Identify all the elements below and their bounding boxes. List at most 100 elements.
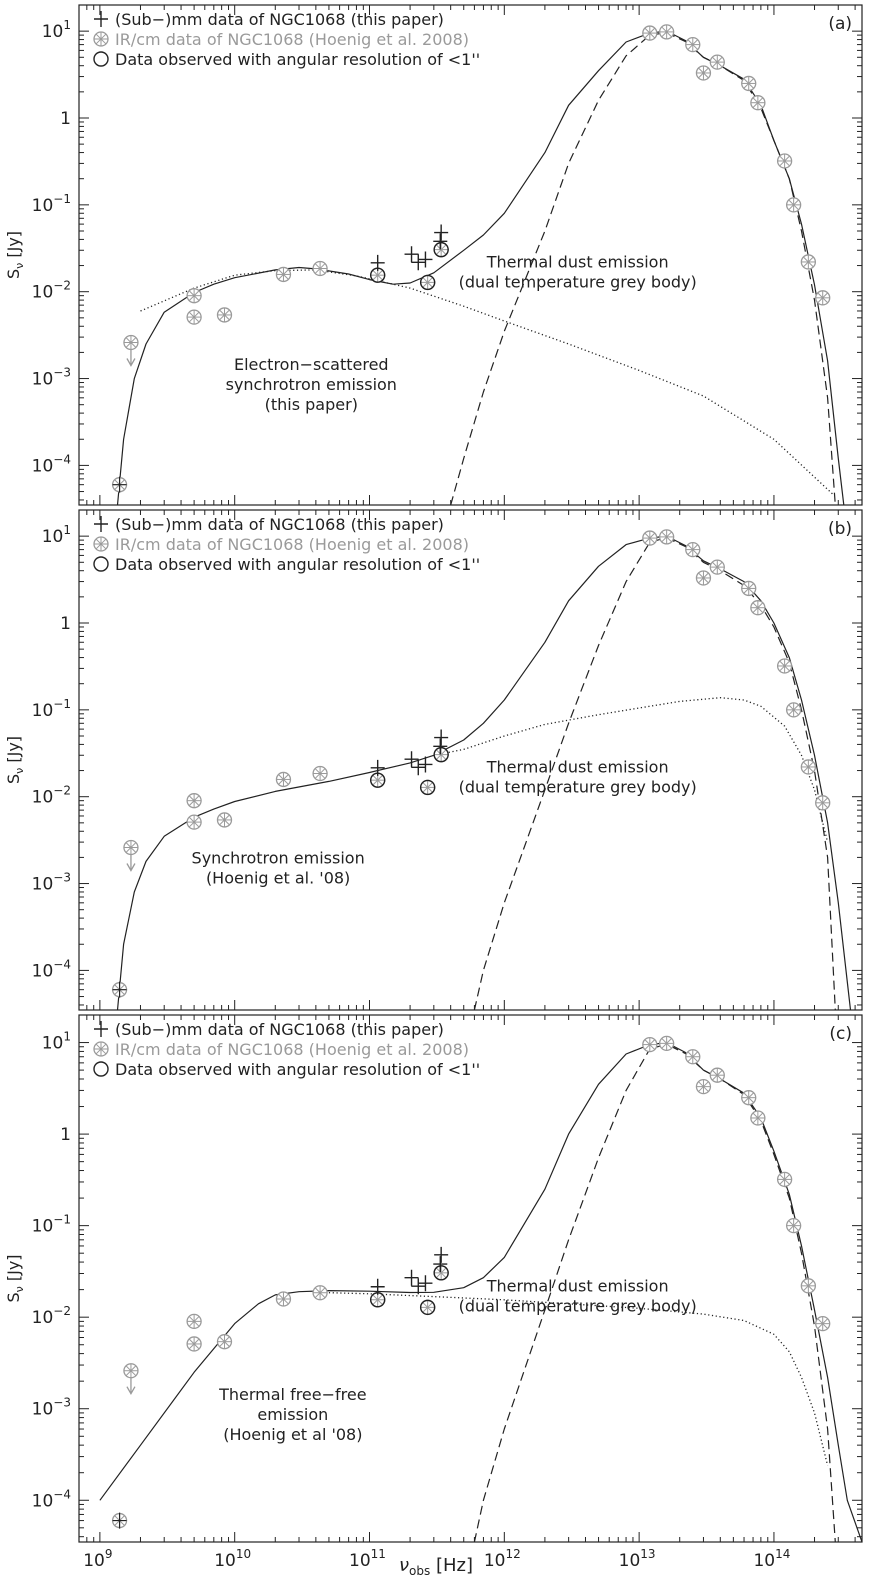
legend-circle-symbol [93,51,109,67]
ir-cm-point [275,1291,292,1307]
y-tick-label: 101 [42,523,71,547]
ir-cm-point [685,36,701,53]
solid-model-curve [116,535,852,1010]
x-tick-label: 1012 [484,1547,521,1571]
legend-label: IR/cm data of NGC1068 (Hoenig et al. 200… [115,30,469,49]
ir-cm-point [312,260,328,277]
resolution-circle-point [419,274,436,291]
marker-spoke [314,263,326,274]
ir-cm-point [800,759,817,775]
marker-spoke [372,1294,383,1306]
solid-model-curve [99,1042,862,1542]
annotation-text: (Hoenig et al '08) [223,1425,362,1444]
ir-cm-point [275,266,292,283]
submm-plus-point [112,1512,127,1529]
marker-spoke [779,660,790,672]
ir-cm-point [275,771,292,788]
ir-cm-point [695,570,712,586]
ir-cm-point [709,559,725,575]
submm-plus-point [433,233,448,250]
y-tick-label: 10−4 [32,452,71,476]
annotation-text: emission [257,1405,328,1424]
ir-cm-point [685,1049,701,1065]
ir-cm-point [186,309,202,325]
upper-limit-arrow-head [126,1386,136,1396]
submm-plus-point [411,254,426,271]
ir-cm-point [216,1334,233,1350]
legend-label: (Sub−)mm data of NGC1068 (this paper) [115,515,444,534]
marker-spoke [698,67,709,79]
y-tick-label: 101 [42,1030,71,1054]
x-tick-label: 1010 [214,1547,251,1571]
ir-cm-point [685,541,701,558]
resolution-circle-point [433,1265,449,1281]
ir-cm-point [642,1036,658,1053]
y-tick-label: 10−2 [32,1304,71,1328]
ir-cm-point [776,153,793,169]
legend: (Sub−)mm data of NGC1068 (this paper)IR/… [93,10,480,69]
y-tick-label: 10−2 [32,784,71,808]
marker-spoke [278,269,289,280]
marker-spoke [743,1092,755,1103]
marker-spoke [788,704,799,716]
legend-label: (Sub−)mm data of NGC1068 (this paper) [115,10,444,29]
model-curves [116,30,845,505]
legend-label: IR/cm data of NGC1068 (Hoenig et al. 200… [115,1040,469,1059]
plot-frame [78,4,863,506]
annotation-text: synchrotron emission [226,375,397,394]
marker-spoke [661,531,672,543]
plot-frame [78,509,863,1011]
x-axis-label-symbol: ν [399,1555,409,1576]
legend-circle-symbol [93,556,109,572]
marker-spoke [817,797,829,809]
marker-spoke [435,1267,447,1279]
annotation-text: Thermal dust emission [486,757,669,776]
y-tick-label: 101 [42,18,71,42]
y-tick-label: 10−2 [32,279,71,303]
x-tick-label: 109 [83,1547,112,1571]
ir-cm-point [815,795,831,811]
marker-spoke [779,1174,790,1185]
annotation-text: Electron−scattered [234,355,389,374]
chart-panel-b: 10−4 10−3 10−2 10−1 1 101 Sν [Jy] Thermal dust … [4,509,863,1011]
marker-spoke [188,816,200,828]
y-tick-label: 1 [60,1125,71,1145]
ir-cm-upper-limit-point [123,334,139,351]
annotation-text: Thermal dust emission [486,252,669,271]
ir-cm-point [642,530,658,546]
marker-spoke [803,256,814,268]
submm-plus-point [404,1269,419,1286]
legend-label: (Sub−)mm data of NGC1068 (this paper) [115,1020,444,1039]
ir-cm-point [776,1171,793,1188]
y-axis-label: Sν [Jy] [4,736,26,784]
ir-cm-point [695,1078,712,1095]
panel-label: (a) [828,14,852,34]
ir-cm-point [186,814,202,830]
ir-cm-point [741,75,757,92]
annotation-text: (this paper) [265,395,358,414]
marker-spoke [125,1365,137,1377]
ir-cm-upper-limit-point [123,1363,139,1379]
ir-cm-point [785,197,802,213]
model-curves [116,535,852,1010]
ir-cm-point [815,1315,831,1332]
submm-plus-point [370,254,385,271]
ir-cm-point [420,274,436,291]
marker-spoke [752,97,764,109]
marker-spoke [743,78,755,89]
submm-plus-point [404,751,419,768]
ir-cm-point [312,1285,328,1301]
marker-spoke [711,1069,723,1081]
marker-spoke [752,1112,764,1124]
marker-spoke [219,309,230,321]
x-axis-label: νobs [Hz] [399,1555,473,1577]
ir-cm-point [709,1067,725,1083]
marker-spoke [644,1039,656,1050]
legend-plus-symbol [94,516,108,532]
marker-spoke [644,27,656,39]
solid-model-curve [116,30,845,505]
submm-plus-point [370,759,385,776]
marker-spoke [687,544,699,555]
submm-plus-point [411,759,426,776]
submm-plus-point [404,246,419,263]
